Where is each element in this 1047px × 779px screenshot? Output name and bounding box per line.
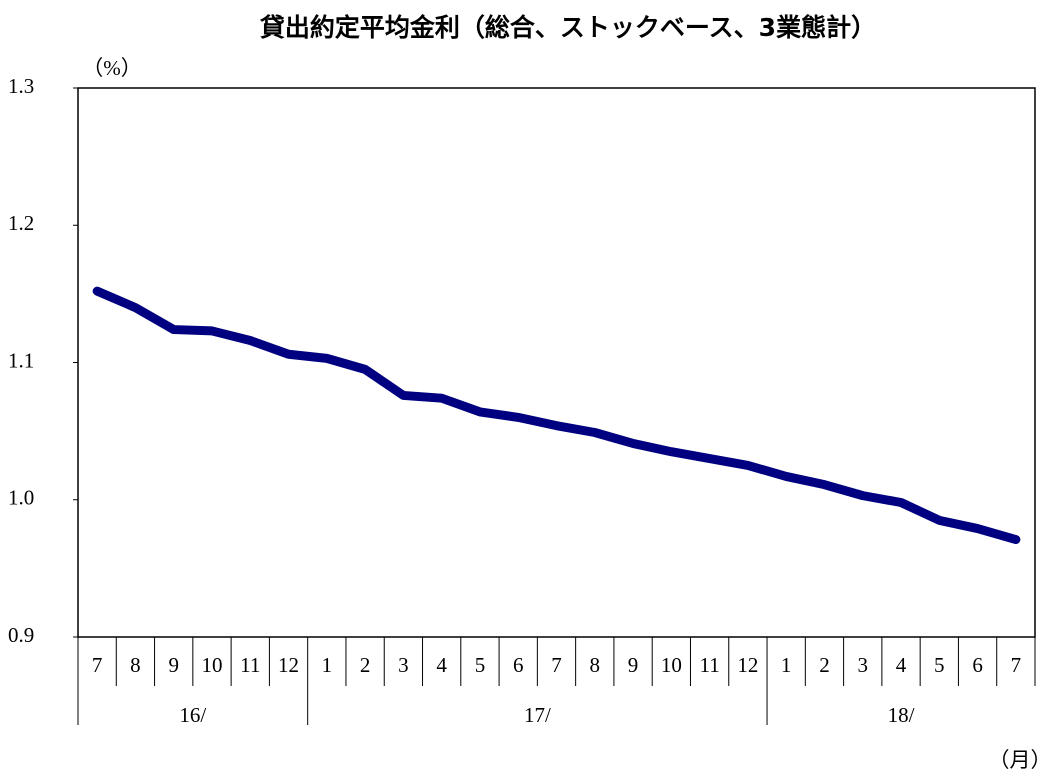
x-tick-label: 11 <box>700 653 720 677</box>
y-tick-label: 1.3 <box>8 74 34 98</box>
y-tick-label: 1.0 <box>8 486 34 510</box>
x-tick-label: 2 <box>819 653 830 677</box>
x-tick-label: 8 <box>130 653 141 677</box>
x-tick-label: 12 <box>737 653 758 677</box>
year-label: 17/ <box>524 703 551 727</box>
x-tick-label: 9 <box>628 653 639 677</box>
x-tick-label: 6 <box>513 653 524 677</box>
x-tick-label: 3 <box>857 653 868 677</box>
x-tick-label: 11 <box>240 653 260 677</box>
x-tick-label: 4 <box>436 653 447 677</box>
x-tick-label: 1 <box>322 653 333 677</box>
chart-title: 貸出約定平均金利（総合、ストックベース、3業態計） <box>260 13 876 42</box>
x-tick-label: 12 <box>278 653 299 677</box>
y-tick-label: 1.1 <box>8 348 34 372</box>
x-unit: （月） <box>989 748 1047 772</box>
x-tick-label: 10 <box>661 653 682 677</box>
x-tick-label: 5 <box>475 653 486 677</box>
x-tick-label: 6 <box>972 653 983 677</box>
x-tick-label: 7 <box>551 653 562 677</box>
x-tick-label: 5 <box>934 653 945 677</box>
y-unit: （%） <box>82 56 142 80</box>
x-tick-label: 9 <box>168 653 179 677</box>
x-tick-label: 1 <box>781 653 792 677</box>
year-label: 16/ <box>179 703 206 727</box>
year-label: 18/ <box>888 703 915 727</box>
line-series <box>92 286 1021 545</box>
x-tick-label: 4 <box>896 653 907 677</box>
plot-frame <box>77 87 1036 638</box>
x-tick-label: 7 <box>1011 653 1022 677</box>
y-tick-label: 1.2 <box>8 211 34 235</box>
x-tick-label: 2 <box>360 653 371 677</box>
x-tick-label: 7 <box>92 653 103 677</box>
x-tick-label: 10 <box>201 653 222 677</box>
x-tick-label: 3 <box>398 653 409 677</box>
y-tick-label: 0.9 <box>8 623 34 647</box>
x-tick-label: 8 <box>590 653 601 677</box>
